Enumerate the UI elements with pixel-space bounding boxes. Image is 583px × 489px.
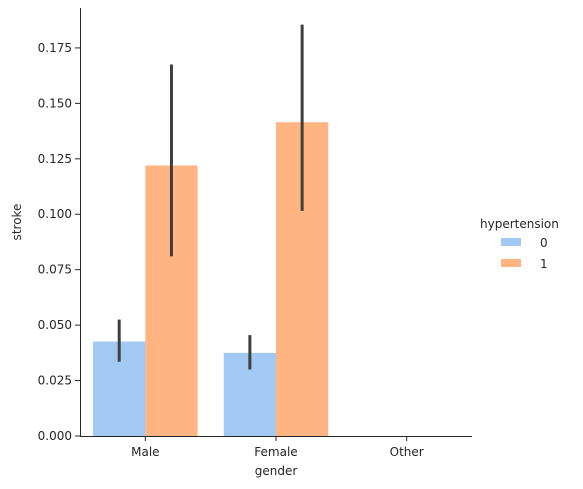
legend-swatch-1	[501, 259, 521, 267]
legend-label-1: 1	[540, 257, 548, 271]
x-tick-label-male: Male	[131, 445, 159, 459]
y-tick-label: 0.075	[38, 263, 72, 277]
y-tick-label: 0.175	[38, 41, 72, 55]
x-tick-label-other: Other	[390, 445, 424, 459]
legend: hypertension 0 1	[480, 217, 559, 271]
x-axis-label: gender	[255, 464, 298, 478]
y-axis-label: stroke	[10, 204, 24, 241]
x-ticks: Male Female Other	[131, 436, 424, 459]
legend-swatch-0	[501, 238, 521, 246]
y-tick-label: 0.100	[38, 207, 72, 221]
y-tick-label: 0.050	[38, 318, 72, 332]
legend-label-0: 0	[540, 236, 548, 250]
legend-title: hypertension	[480, 217, 559, 231]
y-tick-label: 0.000	[38, 429, 72, 443]
errorbars-layer	[117, 24, 304, 370]
x-tick-label-female: Female	[254, 445, 297, 459]
y-tick-label: 0.125	[38, 152, 72, 166]
y-tick-label: 0.150	[38, 96, 72, 110]
y-tick-label: 0.025	[38, 374, 72, 388]
bars-layer	[93, 122, 329, 437]
y-ticks: 0.000 0.025 0.050 0.075 0.100 0.125 0.150 0.175	[38, 41, 80, 443]
